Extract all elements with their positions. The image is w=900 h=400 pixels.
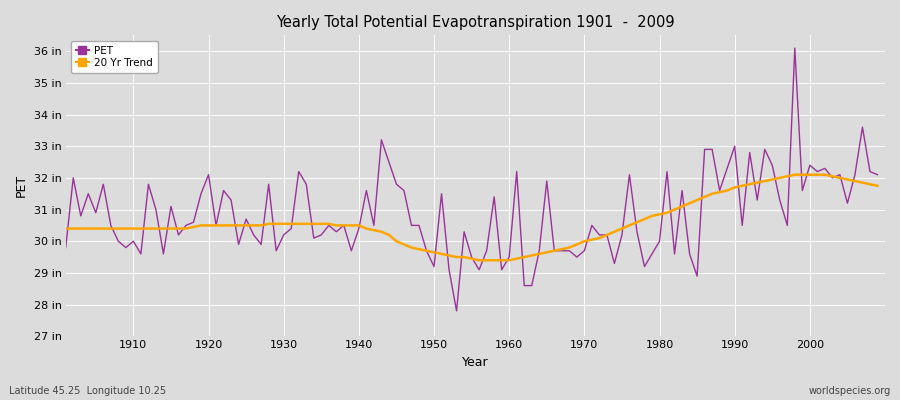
X-axis label: Year: Year [462,356,489,369]
Text: Latitude 45.25  Longitude 10.25: Latitude 45.25 Longitude 10.25 [9,386,166,396]
Legend: PET, 20 Yr Trend: PET, 20 Yr Trend [71,40,158,73]
Y-axis label: PET: PET [15,174,28,197]
Text: worldspecies.org: worldspecies.org [809,386,891,396]
Title: Yearly Total Potential Evapotranspiration 1901  -  2009: Yearly Total Potential Evapotranspiratio… [276,15,675,30]
